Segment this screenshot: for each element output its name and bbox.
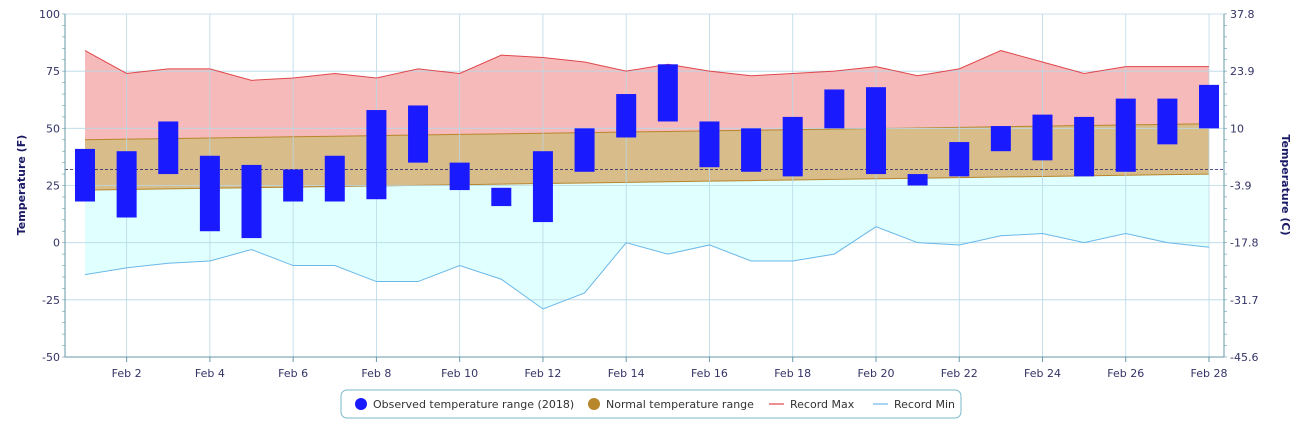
observed-bar (990, 126, 1011, 152)
y-tick-label-left: 50 (46, 122, 60, 135)
legend-item-normal[interactable]: Normal temperature range (588, 398, 754, 411)
y-tick-label-left: 100 (39, 8, 60, 21)
observed-bar (1032, 114, 1053, 161)
observed-bar (408, 105, 429, 163)
y-tick-label-left: 75 (46, 65, 60, 78)
observed-bar (949, 142, 970, 177)
legend-label-record-max: Record Max (790, 398, 855, 411)
observed-bar (158, 121, 179, 175)
y-tick-label-right: 10 (1230, 122, 1244, 135)
x-tick-label: Feb 26 (1107, 367, 1144, 380)
y-tick-label-left: 25 (46, 180, 60, 193)
observed-bar (75, 148, 95, 202)
observed-bar (1199, 84, 1220, 129)
y-axis-title-right: Temperature (C) (1279, 134, 1292, 235)
record-max-area (85, 50, 1210, 140)
legend-box (340, 389, 962, 419)
legend-marker-normal (588, 398, 600, 410)
observed-bar (574, 128, 595, 172)
observed-bar (283, 169, 304, 202)
y-tick-label-right: -3.9 (1230, 180, 1251, 193)
y-tick-label-right: -31.7 (1230, 294, 1258, 307)
x-tick-label: Feb 24 (1024, 367, 1061, 380)
x-tick-label: Feb 2 (112, 367, 142, 380)
legend-label-observed: Observed temperature range (2018) (373, 398, 574, 411)
observed-bar (657, 64, 678, 122)
observed-bar (824, 89, 845, 129)
x-tick-label: Feb 6 (278, 367, 308, 380)
plot-area (65, 13, 1224, 358)
x-tick-label: Feb 18 (774, 367, 811, 380)
y-axis-title-left: Temperature (F) (15, 135, 28, 236)
normal-high-line (84, 123, 1210, 141)
legend: Observed temperature range (2018) Normal… (340, 389, 962, 419)
x-tick-label: Feb 20 (857, 367, 894, 380)
x-tick-label: Feb 10 (441, 367, 478, 380)
observed-bar (616, 94, 637, 138)
legend-item-record-min[interactable]: Record Min (873, 398, 955, 411)
legend-item-observed[interactable]: Observed temperature range (2018) (355, 398, 574, 411)
y-tick-label-left: -50 (42, 351, 60, 364)
observed-bar (449, 162, 470, 191)
y-tick-label-right: -45.6 (1230, 351, 1258, 364)
x-tick-label: Feb 28 (1191, 367, 1228, 380)
observed-bar (907, 174, 928, 186)
observed-bar (116, 151, 137, 218)
observed-bar (324, 155, 345, 202)
record-max-line (84, 50, 1210, 81)
observed-bar (241, 164, 262, 239)
observed-bar (366, 110, 387, 200)
y-tick-label-right: 23.9 (1230, 65, 1255, 78)
x-tick-label: Feb 8 (361, 367, 391, 380)
y-tick-label-right: 37.8 (1230, 8, 1255, 21)
x-tick-label: Feb 22 (941, 367, 978, 380)
legend-label-normal: Normal temperature range (606, 398, 754, 411)
axes: Temperature (F) Temperature (C) 100 37.87… (15, 8, 1292, 380)
normal-low-line (84, 173, 1210, 191)
observed-bar (199, 155, 220, 232)
legend-label-record-min: Record Min (894, 398, 955, 411)
observed-bar (491, 187, 512, 207)
observed-bar (1074, 116, 1095, 177)
observed-bar (699, 121, 720, 168)
legend-item-record-max[interactable]: Record Max (769, 398, 855, 411)
observed-bar (532, 151, 553, 223)
x-tick-label: Feb 4 (195, 367, 225, 380)
y-tick-label-right: -17.8 (1230, 237, 1258, 250)
x-tick-label: Feb 12 (524, 367, 561, 380)
record-min-area (85, 174, 1210, 309)
observed-bar (782, 116, 803, 177)
y-tick-label-left: -25 (42, 294, 60, 307)
x-tick-label: Feb 16 (691, 367, 728, 380)
observed-bar (1115, 98, 1136, 172)
observed-bar (865, 87, 886, 175)
x-tick-label: Feb 14 (608, 367, 645, 380)
observed-bar (1157, 98, 1178, 145)
y-tick-label-left: 0 (53, 237, 60, 250)
observed-bar (741, 128, 762, 172)
normal-range-area (85, 123, 1210, 191)
legend-marker-observed (355, 398, 367, 410)
record-min-line (84, 226, 1210, 310)
